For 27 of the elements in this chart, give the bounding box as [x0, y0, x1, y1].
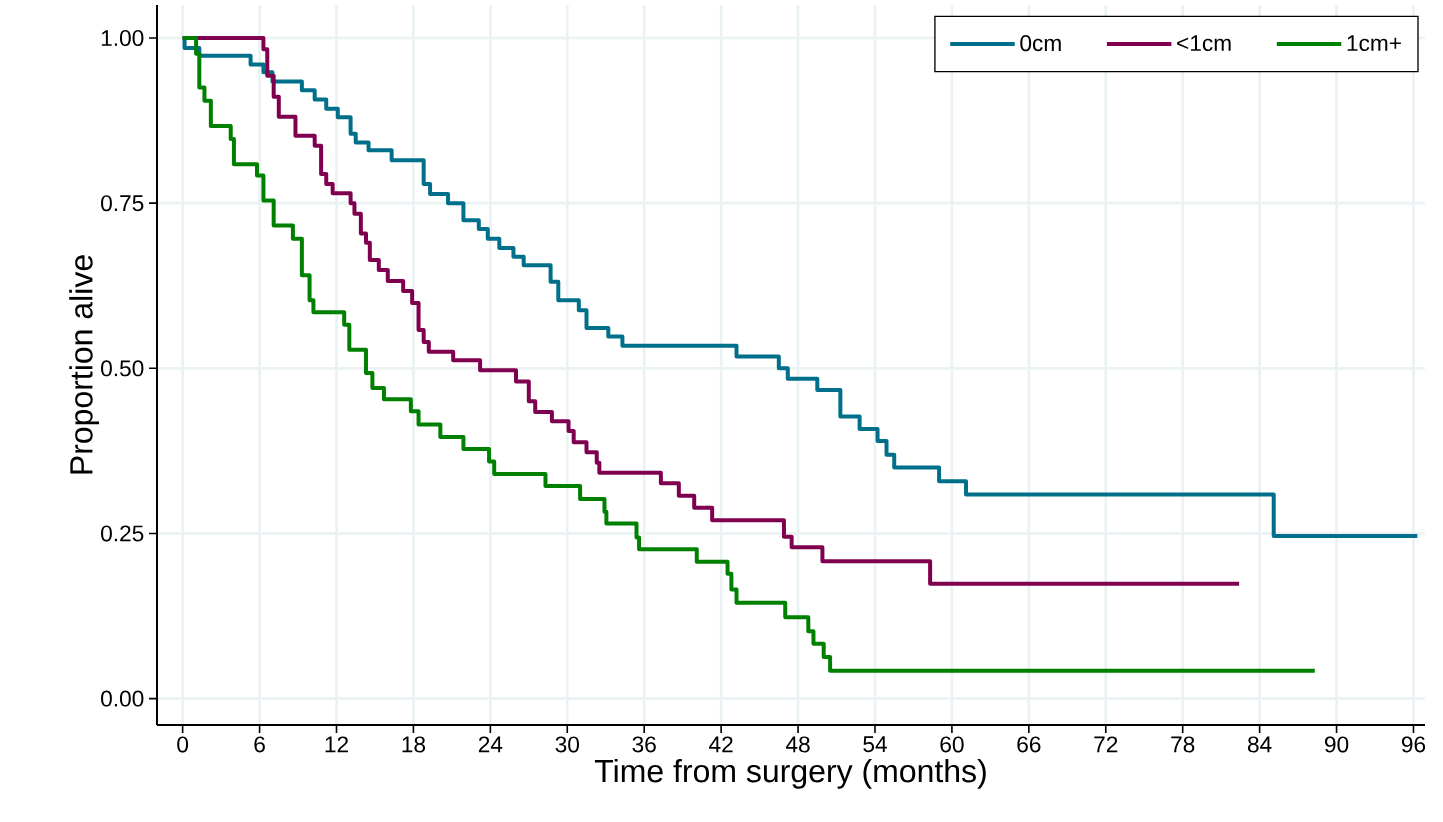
x-tick-label: 24: [478, 736, 503, 753]
y-tick-label: 1.00: [101, 29, 144, 47]
y-axis-title: Proportion alive: [69, 255, 100, 474]
x-tick-label: 60: [940, 736, 964, 753]
x-tick-label: 90: [1325, 736, 1349, 753]
x-tick-label: 42: [709, 736, 733, 753]
y-tick-label: 0.25: [101, 525, 144, 542]
x-tick-label: 96: [1401, 736, 1426, 753]
x-tick-label: 18: [402, 736, 426, 753]
legend-label: <1cm: [1177, 35, 1231, 52]
x-tick-label: 66: [1017, 736, 1041, 753]
x-tick-label: 36: [632, 736, 656, 753]
x-tick-label: 30: [555, 736, 579, 753]
x-tick-label: 72: [1094, 736, 1118, 753]
legend-label: 0cm: [1020, 35, 1061, 52]
x-tick-label: 84: [1248, 736, 1272, 753]
x-tick-label: 54: [863, 736, 887, 753]
x-tick-label: 78: [1171, 736, 1195, 753]
y-tick-label: 0.50: [101, 360, 144, 377]
x-tick-label: 0: [177, 736, 189, 753]
legend-label: 1cm+: [1347, 35, 1401, 52]
x-tick-label: 6: [254, 736, 265, 753]
y-tick-label: 0.00: [101, 690, 144, 707]
x-tick-label: 48: [785, 736, 810, 753]
x-tick-label: 12: [325, 736, 348, 753]
x-axis-title: Time from surgery (months): [594, 758, 986, 789]
y-tick-label: 0.75: [101, 195, 144, 212]
